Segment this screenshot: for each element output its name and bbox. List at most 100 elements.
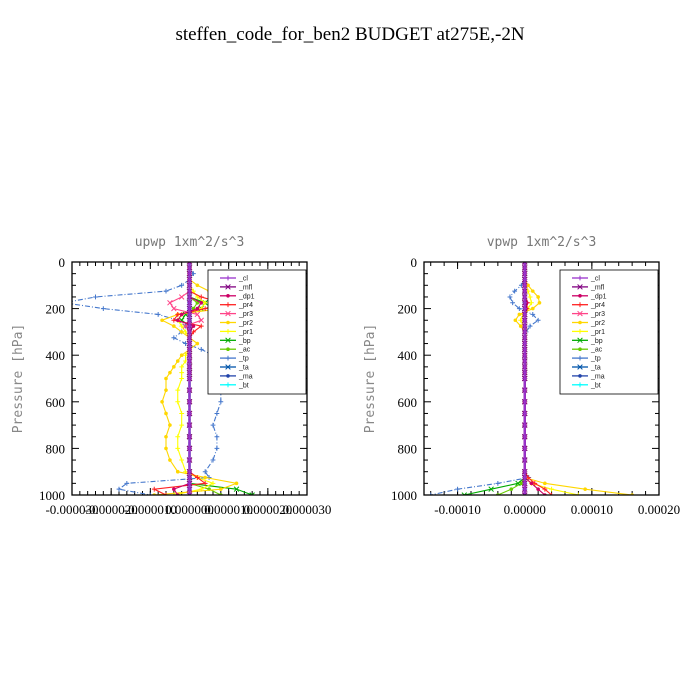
series-cl-point: [522, 399, 528, 405]
y-tick-label: 400: [398, 348, 418, 363]
series-pr2-point: [160, 400, 164, 404]
series-cl-point: [187, 323, 192, 329]
series-cl-point: [187, 335, 192, 341]
series-cl-point: [522, 422, 528, 428]
legend-entry-dp1-marker: [578, 294, 582, 298]
series-pr1-point: [179, 376, 185, 381]
series-pr2-point: [164, 388, 168, 392]
series-pr2-point: [179, 330, 184, 334]
series-pr1-point: [179, 457, 185, 463]
legend-entry-tp-marker: [225, 355, 231, 361]
y-tick-label: 1000: [39, 488, 65, 503]
x-tick-label: -0.000030: [45, 502, 98, 517]
series-pr2-point: [513, 318, 518, 323]
legend-entry-pr3-marker: [577, 310, 583, 317]
series-bp: [461, 262, 528, 495]
series-cl-point: [187, 475, 192, 480]
series-pr4-point: [198, 323, 204, 329]
series-tp-point: [179, 282, 185, 288]
legend-entry-ma-label: _ma: [238, 373, 253, 380]
legend-entry-bt: _bt: [220, 382, 249, 389]
series-cl-point: [187, 434, 192, 440]
legend-entry-ac: _ac: [220, 347, 251, 354]
y-axis-label: Pressure [hPa]: [363, 324, 378, 434]
legend-entry-cl: _cl: [220, 276, 248, 283]
legend-entry-cl-label: _cl: [238, 276, 248, 283]
series-pr1-point: [179, 422, 185, 428]
series-pr2-point: [219, 487, 223, 491]
series-dp1-point: [179, 312, 184, 317]
y-tick-label: 0: [59, 255, 66, 270]
legend-entry-bp-label: _bp: [590, 338, 603, 345]
series-mfl-point: [186, 262, 193, 265]
legend-entry-dp1: _dp1: [220, 293, 255, 300]
series-cl-point: [187, 271, 192, 277]
series-cl-point: [187, 358, 192, 364]
figure-title: steffen_code_for_ben2 BUDGET at275E,-2N: [175, 24, 524, 45]
series-pr3-point: [171, 305, 177, 312]
series-cl-point: [522, 282, 528, 288]
series-bp-point: [249, 492, 255, 495]
series-pr4-point: [175, 312, 181, 317]
legend-entry-ta: _ta: [572, 364, 601, 372]
series-cl-point: [187, 492, 192, 495]
legend-entry-ac-label: _ac: [238, 347, 251, 354]
series-pr2-point: [160, 318, 164, 323]
series-cl-point: [187, 480, 192, 486]
series-bp-point: [461, 492, 468, 495]
legend-entry-ta-marker: [577, 364, 583, 370]
series-cl-point: [522, 265, 528, 271]
series-tp-point: [507, 294, 513, 300]
legend-entry-dp1: _dp1: [572, 293, 607, 300]
y-tick-label: 800: [46, 441, 66, 456]
series-pr2-point: [175, 359, 180, 363]
legend-entry-pr1-label: _pr1: [238, 329, 253, 336]
legend-entry-cl: _cl: [572, 276, 600, 283]
legend-entry-cl-marker: [225, 275, 231, 281]
series-pr2-point: [164, 376, 168, 381]
legend-entry-pr2-label: _pr2: [238, 320, 253, 327]
legend-entry-pr2-label: _pr2: [590, 320, 605, 327]
y-tick-label: 1000: [391, 488, 417, 503]
series-dp1-point: [191, 324, 196, 328]
series-pr4-point: [151, 486, 157, 492]
series-pr2-point: [175, 469, 180, 474]
series-tp-point: [512, 288, 518, 294]
series-dp1-point: [195, 306, 200, 311]
series-cl: [187, 262, 192, 495]
series-pr2-point: [517, 312, 522, 317]
legend-entry-mfl: _mfl: [220, 284, 253, 291]
series-pr4-point: [163, 492, 169, 495]
legend-entry-tp: _tp: [572, 356, 601, 363]
series-cl-point: [187, 277, 192, 282]
legend-entry-mfl-marker: [225, 284, 231, 290]
series-pr2-point: [164, 434, 168, 439]
series-tp-point: [214, 434, 220, 440]
series-tp-point: [218, 399, 224, 405]
series-cl-point: [522, 329, 528, 335]
x-tick-label: 0.00010: [571, 502, 613, 517]
series-cl-point: [187, 376, 192, 381]
series-pr1-point: [175, 434, 181, 440]
series-cl-point: [522, 262, 528, 265]
legend-entry-ac-marker: [226, 347, 230, 352]
legend-entry-pr1-marker: [225, 329, 231, 334]
x-tick-label: 0.000000: [165, 502, 214, 517]
series-tp-point: [198, 346, 204, 352]
legend-entry-bt: _bt: [572, 382, 601, 389]
series-cl-point: [522, 341, 528, 346]
series-cl-point: [522, 492, 528, 495]
series-tp-point: [516, 306, 522, 311]
x-tick-label: 0.000030: [283, 502, 332, 517]
series-cl-point: [187, 387, 192, 393]
series-tp-point: [428, 492, 434, 495]
series-bp-point: [515, 480, 521, 487]
series-pr1-point: [576, 492, 581, 495]
legend-entry-bt-label: _bt: [238, 382, 249, 389]
y-tick-label: 800: [398, 441, 418, 456]
series-cl-point: [522, 300, 528, 306]
series-pr2-point: [536, 295, 540, 299]
series-pr1-point: [175, 399, 181, 405]
panel-title: upwp 1xm^2/s^3: [135, 235, 245, 250]
